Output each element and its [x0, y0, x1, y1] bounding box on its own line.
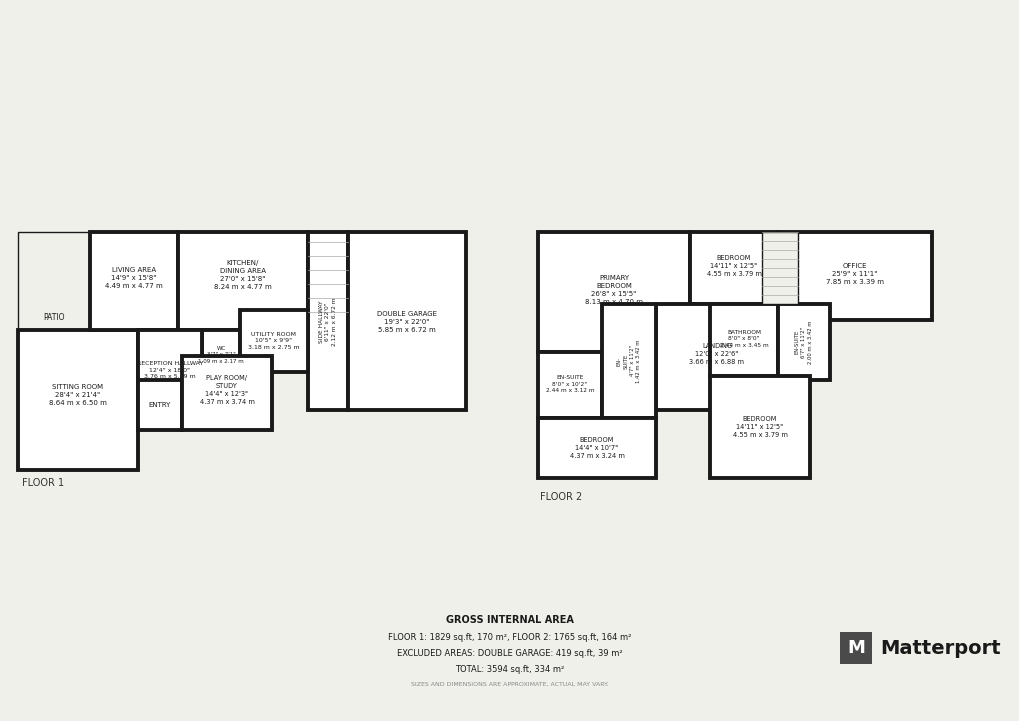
Text: GROSS INTERNAL AREA: GROSS INTERNAL AREA	[445, 615, 574, 625]
Text: EN-
SUITE
4'7" x 11'2"
1.42 m x 3.42 m: EN- SUITE 4'7" x 11'2" 1.42 m x 3.42 m	[616, 340, 641, 383]
Bar	[308, 232, 347, 410]
Text: KITCHEN/
DINING AREA
27'0" x 15'8"
8.24 m x 4.77 m: KITCHEN/ DINING AREA 27'0" x 15'8" 8.24 …	[214, 260, 272, 290]
Bar	[655, 304, 777, 410]
Bar	[239, 310, 308, 372]
Text: SITTING ROOM
28'4" x 21'4"
8.64 m x 6.50 m: SITTING ROOM 28'4" x 21'4" 8.64 m x 6.50…	[49, 384, 107, 406]
Text: EN-SUITE
8'0" x 10'2"
2.44 m x 3.12 m: EN-SUITE 8'0" x 10'2" 2.44 m x 3.12 m	[545, 375, 594, 393]
Text: M: M	[846, 639, 864, 657]
Bar	[601, 304, 655, 418]
Bar	[777, 304, 829, 380]
Text: ENTRY: ENTRY	[149, 402, 171, 408]
Bar	[347, 232, 466, 410]
Text: FLOOR 2: FLOOR 2	[539, 492, 582, 502]
Text: LANDING
12'0" x 22'6"
3.66 m x 6.88 m: LANDING 12'0" x 22'6" 3.66 m x 6.88 m	[689, 343, 744, 365]
Bar	[777, 232, 931, 320]
Bar	[840, 632, 871, 664]
Bar	[537, 352, 601, 418]
Text: Matterport: Matterport	[879, 639, 1000, 658]
Bar	[18, 232, 90, 410]
Text: OFFICE
25'9" x 11'1"
7.85 m x 3.39 m: OFFICE 25'9" x 11'1" 7.85 m x 3.39 m	[825, 263, 883, 285]
Bar	[138, 380, 181, 430]
Bar	[761, 232, 797, 304]
Text: FLOOR 1: 1829 sq.ft, 170 m², FLOOR 2: 1765 sq.ft, 164 m²: FLOOR 1: 1829 sq.ft, 170 m², FLOOR 2: 17…	[388, 634, 631, 642]
Text: EN-SUITE
6'7" x 11'2"
2.00 m x 3.42 m: EN-SUITE 6'7" x 11'2" 2.00 m x 3.42 m	[794, 320, 812, 364]
Text: EXCLUDED AREAS: DOUBLE GARAGE: 419 sq.ft, 39 m²: EXCLUDED AREAS: DOUBLE GARAGE: 419 sq.ft…	[396, 650, 623, 658]
Text: SIDE HALLWAY
6'11" x 22'0"
2.12 m x 6.72 m: SIDE HALLWAY 6'11" x 22'0" 2.12 m x 6.72…	[319, 298, 336, 346]
Bar	[90, 232, 178, 330]
Bar	[181, 356, 272, 430]
Text: BEDROOM
14'4" x 10'7"
4.37 m x 3.24 m: BEDROOM 14'4" x 10'7" 4.37 m x 3.24 m	[569, 437, 624, 459]
Text: PATIO: PATIO	[43, 314, 64, 322]
Text: BEDROOM
14'11" x 12'5"
4.55 m x 3.79 m: BEDROOM 14'11" x 12'5" 4.55 m x 3.79 m	[732, 416, 787, 438]
Bar	[18, 330, 138, 470]
Text: SIZES AND DIMENSIONS ARE APPROXIMATE, ACTUAL MAY VARY.: SIZES AND DIMENSIONS ARE APPROXIMATE, AC…	[411, 681, 608, 686]
Text: DOUBLE GARAGE
19'3" x 22'0"
5.85 m x 6.72 m: DOUBLE GARAGE 19'3" x 22'0" 5.85 m x 6.7…	[377, 311, 436, 333]
Text: BEDROOM
14'11" x 12'5"
4.55 m x 3.79 m: BEDROOM 14'11" x 12'5" 4.55 m x 3.79 m	[706, 255, 761, 277]
Text: UTILITY ROOM
10'5" x 9'9"
3.18 m x 2.75 m: UTILITY ROOM 10'5" x 9'9" 3.18 m x 2.75 …	[248, 332, 300, 350]
Text: RECEPTION HALLWAY
12'4" x 18'0"
3.76 m x 5.49 m: RECEPTION HALLWAY 12'4" x 18'0" 3.76 m x…	[137, 361, 203, 379]
Text: TOTAL: 3594 sq.ft, 334 m²: TOTAL: 3594 sq.ft, 334 m²	[454, 665, 565, 673]
Bar	[537, 232, 689, 352]
Text: LIVING AREA
14'9" x 15'8"
4.49 m x 4.77 m: LIVING AREA 14'9" x 15'8" 4.49 m x 4.77 …	[105, 267, 163, 289]
Bar	[178, 232, 308, 330]
Bar	[709, 376, 809, 478]
Bar	[709, 304, 777, 376]
Bar	[689, 232, 777, 304]
Bar	[138, 330, 202, 418]
Bar	[537, 418, 655, 478]
Text: PLAY ROOM/
STUDY
14'4" x 12'3"
4.37 m x 3.74 m: PLAY ROOM/ STUDY 14'4" x 12'3" 4.37 m x …	[200, 375, 254, 405]
Bar	[202, 330, 239, 380]
Text: BATHROOM
8'0" x 8'0"
2.44 m x 3.45 m: BATHROOM 8'0" x 8'0" 2.44 m x 3.45 m	[719, 330, 767, 348]
Text: FLOOR 1: FLOOR 1	[22, 478, 64, 488]
Text: WC
3'7" x 7'1"
1.09 m x 2.17 m: WC 3'7" x 7'1" 1.09 m x 2.17 m	[198, 346, 244, 364]
Text: PRIMARY
BEDROOM
26'8" x 15'5"
8.13 m x 4.70 m: PRIMARY BEDROOM 26'8" x 15'5" 8.13 m x 4…	[585, 275, 642, 305]
